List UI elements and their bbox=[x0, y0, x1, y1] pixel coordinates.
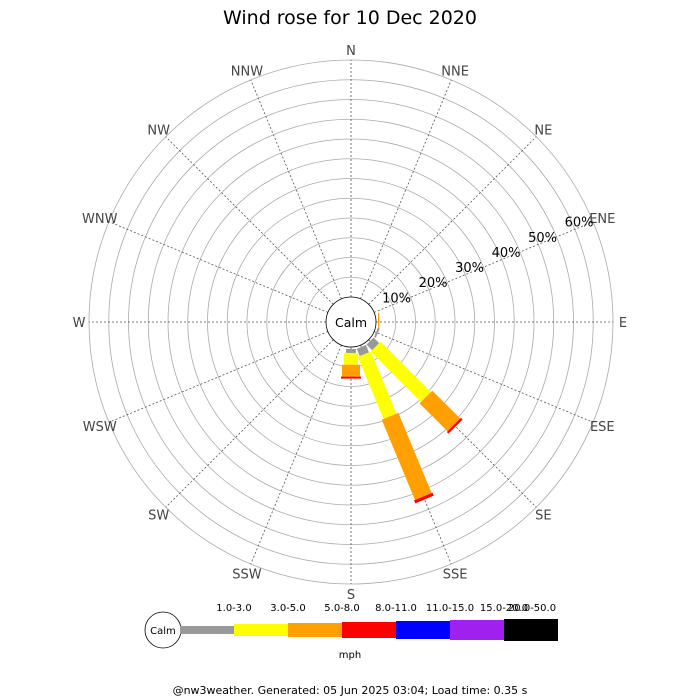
percent-label: 10% bbox=[382, 291, 411, 306]
grid-ring bbox=[266, 237, 436, 407]
direction-label-sw: SW bbox=[148, 508, 169, 523]
direction-spokes bbox=[89, 60, 613, 584]
direction-label-sse: SSE bbox=[443, 567, 468, 582]
spoke-wnw bbox=[108, 221, 329, 313]
percent-label: 40% bbox=[492, 246, 521, 261]
percent-label: 20% bbox=[419, 276, 448, 291]
bar-s-bin-0 bbox=[346, 349, 356, 353]
grid-ring bbox=[207, 178, 495, 466]
legend-label-2: 3.0-5.0 bbox=[270, 603, 305, 614]
legend-swatch-1 bbox=[234, 624, 288, 636]
bar-se-bin-0 bbox=[366, 337, 380, 351]
legend-swatch-3 bbox=[342, 622, 396, 638]
legend-label-5: 11.0-15.0 bbox=[426, 603, 474, 614]
wind-bars bbox=[341, 313, 463, 504]
bar-e-bin-2 bbox=[378, 313, 380, 331]
spoke-ssw bbox=[250, 344, 342, 565]
spoke-ene bbox=[373, 221, 594, 313]
direction-label-n: N bbox=[346, 44, 356, 59]
calm-circle bbox=[325, 296, 377, 348]
direction-label-s: S bbox=[347, 588, 355, 603]
direction-label-nnw: NNW bbox=[231, 65, 263, 80]
direction-label-se: SE bbox=[535, 508, 551, 523]
legend-swatch-4 bbox=[396, 621, 450, 639]
spoke-nw bbox=[165, 136, 334, 305]
bar-se-bin-2 bbox=[419, 390, 461, 432]
legend-swatch-2 bbox=[288, 623, 342, 637]
spoke-wsw bbox=[108, 331, 329, 423]
spoke-se bbox=[368, 339, 537, 508]
bar-s-bin-1 bbox=[344, 352, 358, 365]
direction-label-wsw: WSW bbox=[83, 420, 117, 435]
spoke-sw bbox=[165, 339, 334, 508]
calm-circle-group: Calm bbox=[325, 296, 377, 348]
percent-labels: 10% 20% 30% 40% 50% 60% bbox=[382, 216, 593, 307]
percent-label: 30% bbox=[455, 261, 484, 276]
direction-label-e: E bbox=[619, 316, 627, 331]
legend-label-6: 15.0-20.0 bbox=[480, 603, 528, 614]
chart-title: Wind rose for 10 Dec 2020 bbox=[223, 7, 477, 29]
percent-label: 60% bbox=[565, 216, 594, 231]
grid-ring bbox=[286, 257, 416, 387]
calm-label: Calm bbox=[335, 315, 367, 330]
direction-label-ese: ESE bbox=[590, 420, 615, 435]
legend-label-3: 5.0-8.0 bbox=[324, 603, 359, 614]
spoke-sse bbox=[360, 344, 452, 565]
direction-label-ssw: SSW bbox=[232, 567, 262, 582]
direction-labels: N NNE NE ENE E ESE SE SSE S SSW SW WSW W WNW NW NNW bbox=[73, 44, 628, 603]
spoke-nne bbox=[360, 79, 452, 300]
bar-sse-bin-0 bbox=[356, 345, 369, 357]
speed-legend: Calm 1.0-3.0 3.0-5.0 5.0-8.0 8.0-11.0 11.0-15… bbox=[144, 603, 558, 649]
bar-ese-bin-0 bbox=[374, 327, 380, 338]
legend-label-4: 8.0-11.0 bbox=[375, 603, 417, 614]
bar-s-bin-2 bbox=[342, 364, 360, 377]
legend-swatch-6 bbox=[504, 619, 558, 641]
spoke-ne bbox=[368, 136, 537, 305]
grid-ring bbox=[187, 158, 515, 486]
spoke-nnw bbox=[250, 79, 342, 300]
legend-unit: mph bbox=[339, 650, 361, 661]
spoke-ese bbox=[373, 331, 594, 423]
legend-swatch-5 bbox=[450, 620, 504, 640]
legend-label-1: 1.0-3.0 bbox=[216, 603, 251, 614]
legend-calm-label: Calm bbox=[150, 626, 176, 637]
direction-label-w: W bbox=[73, 316, 86, 331]
bar-s-bin-3 bbox=[341, 376, 361, 379]
grid-ring bbox=[246, 217, 456, 427]
grid-ring bbox=[226, 197, 476, 447]
bar-se-bin-1 bbox=[370, 341, 431, 402]
direction-label-wnw: WNW bbox=[82, 212, 118, 227]
bar-sse-bin-1 bbox=[357, 351, 397, 419]
direction-label-ene: ENE bbox=[589, 212, 615, 227]
bar-sse-bin-3 bbox=[414, 492, 434, 504]
legend-label-last: 20.0-50.0 bbox=[508, 603, 556, 614]
footer-text: @nw3weather. Generated: 05 Jun 2025 03:0… bbox=[173, 684, 528, 697]
bar-sse-bin-2 bbox=[381, 412, 432, 501]
legend-swatch-0 bbox=[180, 626, 234, 634]
percent-label: 50% bbox=[528, 231, 557, 246]
direction-label-ne: NE bbox=[534, 124, 552, 139]
bar-se-bin-3 bbox=[446, 417, 463, 434]
direction-label-nw: NW bbox=[147, 124, 170, 139]
direction-label-nne: NNE bbox=[441, 65, 469, 80]
